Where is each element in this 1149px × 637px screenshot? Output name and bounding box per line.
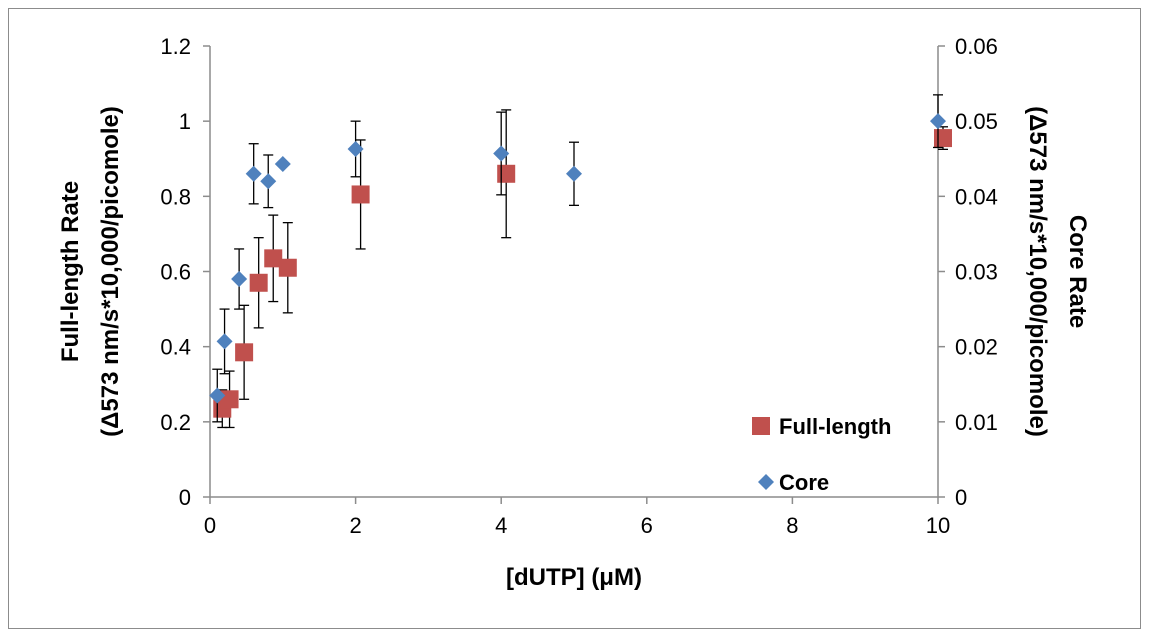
left-y-axis-title-line1: Full-length Rate <box>57 181 84 362</box>
left-y-tick-label: 0.8 <box>160 184 191 209</box>
full-length-point <box>351 185 370 204</box>
full-length-point <box>235 343 254 362</box>
legend-full-length-label: Full-length <box>779 414 891 439</box>
right-y-tick-label: 0.06 <box>955 34 998 59</box>
left-y-tick-label: 0 <box>179 485 191 510</box>
full-length-point <box>278 258 297 277</box>
core-point <box>930 113 946 130</box>
left-y-tick-label: 1.2 <box>160 34 191 59</box>
core-point <box>231 271 248 288</box>
right-y-tick-label: 0.01 <box>955 410 998 435</box>
full-length-point <box>220 390 239 409</box>
right-y-tick-label: 0.04 <box>955 184 998 209</box>
left-y-tick-label: 0.6 <box>160 260 191 285</box>
core-point <box>566 165 582 182</box>
right-y-tick-label: 0.05 <box>955 109 998 134</box>
right-y-tick-label: 0.02 <box>955 335 998 360</box>
x-tick-label: 4 <box>495 513 507 538</box>
full-length-point <box>264 249 283 268</box>
x-axis-title: [dUTP] (μM) <box>506 564 642 591</box>
right-y-axis-title-line1: Core Rate <box>1064 215 1091 328</box>
legend-core-marker <box>758 474 774 490</box>
core-point <box>347 140 364 157</box>
full-length-point <box>497 164 516 183</box>
core-point <box>209 387 226 404</box>
legend-core-label: Core <box>779 470 829 495</box>
core-point <box>260 173 277 190</box>
x-tick-label: 8 <box>786 513 798 538</box>
left-y-tick-label: 1 <box>179 109 191 134</box>
x-tick-label: 0 <box>204 513 216 538</box>
left-y-tick-label: 0.2 <box>160 410 191 435</box>
core-point <box>216 333 233 350</box>
right-y-tick-label: 0 <box>955 485 967 510</box>
x-tick-label: 10 <box>926 513 950 538</box>
core-point <box>245 165 262 182</box>
left-y-axis-title-line2: (Δ573 nm/s*10,000/picomole) <box>97 106 124 437</box>
core-point <box>493 145 510 162</box>
right-y-tick-label: 0.03 <box>955 260 998 285</box>
x-tick-label: 2 <box>349 513 361 538</box>
full-length-point <box>934 129 952 148</box>
chart-frame <box>8 8 1141 629</box>
x-tick-label: 6 <box>641 513 653 538</box>
left-y-tick-label: 0.4 <box>160 335 191 360</box>
full-length-point <box>249 273 268 292</box>
right-y-axis-title-line2: (Δ573 nm/s*10,000/picomole) <box>1024 106 1051 437</box>
legend-full-length-marker <box>752 417 770 435</box>
core-point <box>274 156 291 173</box>
